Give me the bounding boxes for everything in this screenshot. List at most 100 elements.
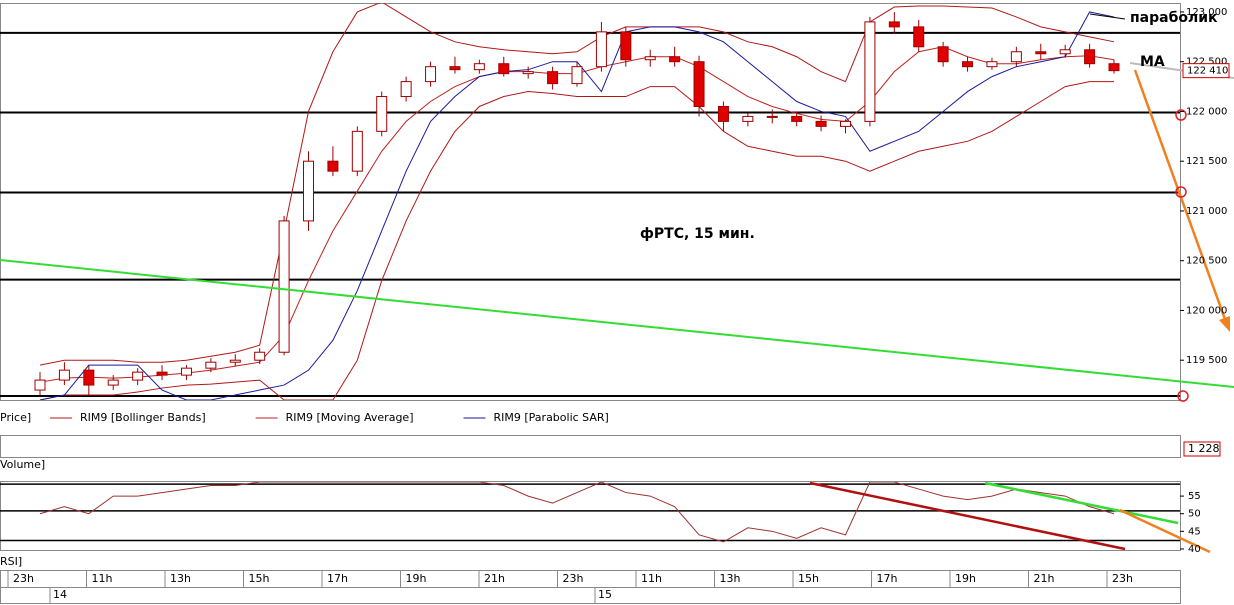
time-label: 23h [563,572,584,585]
bollinger-lower [39,81,1114,400]
rsi-trend-line [809,481,1126,551]
legend-label: RIM9 [Bollinger Bands] [80,411,206,424]
candle-body [229,359,241,363]
candle-body [34,379,46,391]
y-tick-label: 40 [1188,544,1201,555]
candle-body [547,71,559,85]
time-label: 11h [92,572,113,585]
candle-body [962,61,974,68]
annotation: фРТС, 15 мин. [640,226,755,242]
time-label: 23h [13,572,34,585]
y-tick-label: 123 000 [1186,7,1227,18]
time-label: 21h [1034,572,1055,585]
candle-body [1084,49,1096,65]
candle-body [498,63,510,75]
panel-label: RSI] [0,555,22,568]
time-label: 13h [170,572,191,585]
rsi-trend-line [984,481,1179,525]
arrow-head [1219,316,1230,332]
candle-body [327,160,339,172]
candle-body [254,351,266,361]
candle-body [376,96,388,132]
day-label: 14 [53,588,67,601]
time-label: 21h [484,572,505,585]
candle-body [1035,51,1047,55]
candle-body [425,66,437,83]
candle-body [937,46,949,63]
time-label: 13h [720,572,741,585]
candle-body [58,369,70,381]
y-tick-label: 121 000 [1186,206,1227,217]
candle-body [473,63,485,71]
y-tick-label: 120 000 [1186,305,1227,316]
candle-body [669,56,681,63]
legend-label: Price] [0,411,31,424]
time-label: 11h [641,572,662,585]
candle-body [83,369,95,386]
volume-last-label: 1 228 [1188,442,1220,455]
legend-label: RIM9 [Parabolic SAR] [494,411,609,424]
y-tick-label: 122 500 [1186,57,1227,68]
candle-body [156,371,168,376]
time-label: 23h [1112,572,1133,585]
candle-body [1010,51,1022,63]
candle-body [1108,63,1120,72]
candle-body [717,105,729,122]
legend-label: RIM9 [Moving Average] [286,411,414,424]
candle-body [205,361,217,369]
candle-body [791,115,803,122]
main-frame [0,3,1181,401]
candle-body [522,71,534,75]
candle-body [132,371,144,381]
candle-body [815,120,827,127]
volume-frame [0,435,1181,458]
candle-body [888,21,900,28]
forecast-arrow [1133,69,1228,323]
y-tick-label: 55 [1188,491,1201,502]
candle-body [107,379,119,386]
candle-body [913,26,925,48]
moving-average [39,46,1115,383]
candle-body [864,21,876,122]
candle-body [1059,49,1071,55]
candle-body [595,31,607,68]
candle-body [278,220,290,353]
rsi-trend-line [1119,508,1211,554]
day-label: 15 [598,588,612,601]
panel-label: Volume] [0,458,45,471]
time-label: 15h [798,572,819,585]
time-label: 17h [877,572,898,585]
candle-body [644,56,656,61]
pointer-line [1089,13,1126,20]
candle-body [400,81,412,98]
y-tick-label: 120 500 [1186,256,1227,267]
candle-body [620,31,632,61]
y-tick-label: 45 [1188,526,1201,537]
y-tick-label: 119 500 [1186,355,1227,366]
last-price-label: 122 410 [1187,66,1228,77]
y-tick-label: 122 000 [1186,106,1227,117]
time-label: 19h [406,572,427,585]
candle-body [693,61,705,107]
trend-line [0,259,1234,388]
annotation: параболик [1130,10,1218,26]
y-tick-label: 50 [1188,509,1201,520]
candle-body [766,115,778,118]
rsi-frame [0,481,1181,551]
candle-body [742,115,754,122]
time-label: 15h [249,572,270,585]
candle-body [303,160,314,222]
candle-body [571,66,583,85]
marker [1175,186,1187,198]
candle-body [180,367,192,376]
marker [1175,109,1187,121]
volume-last-box [1183,441,1221,457]
marker [1177,390,1189,402]
annotation: MA [1140,54,1165,70]
rsi-line [39,482,1115,543]
time-label: 17h [327,572,348,585]
y-tick-label: 121 500 [1186,156,1227,167]
candle-body [986,61,998,68]
candle-body [449,66,461,71]
